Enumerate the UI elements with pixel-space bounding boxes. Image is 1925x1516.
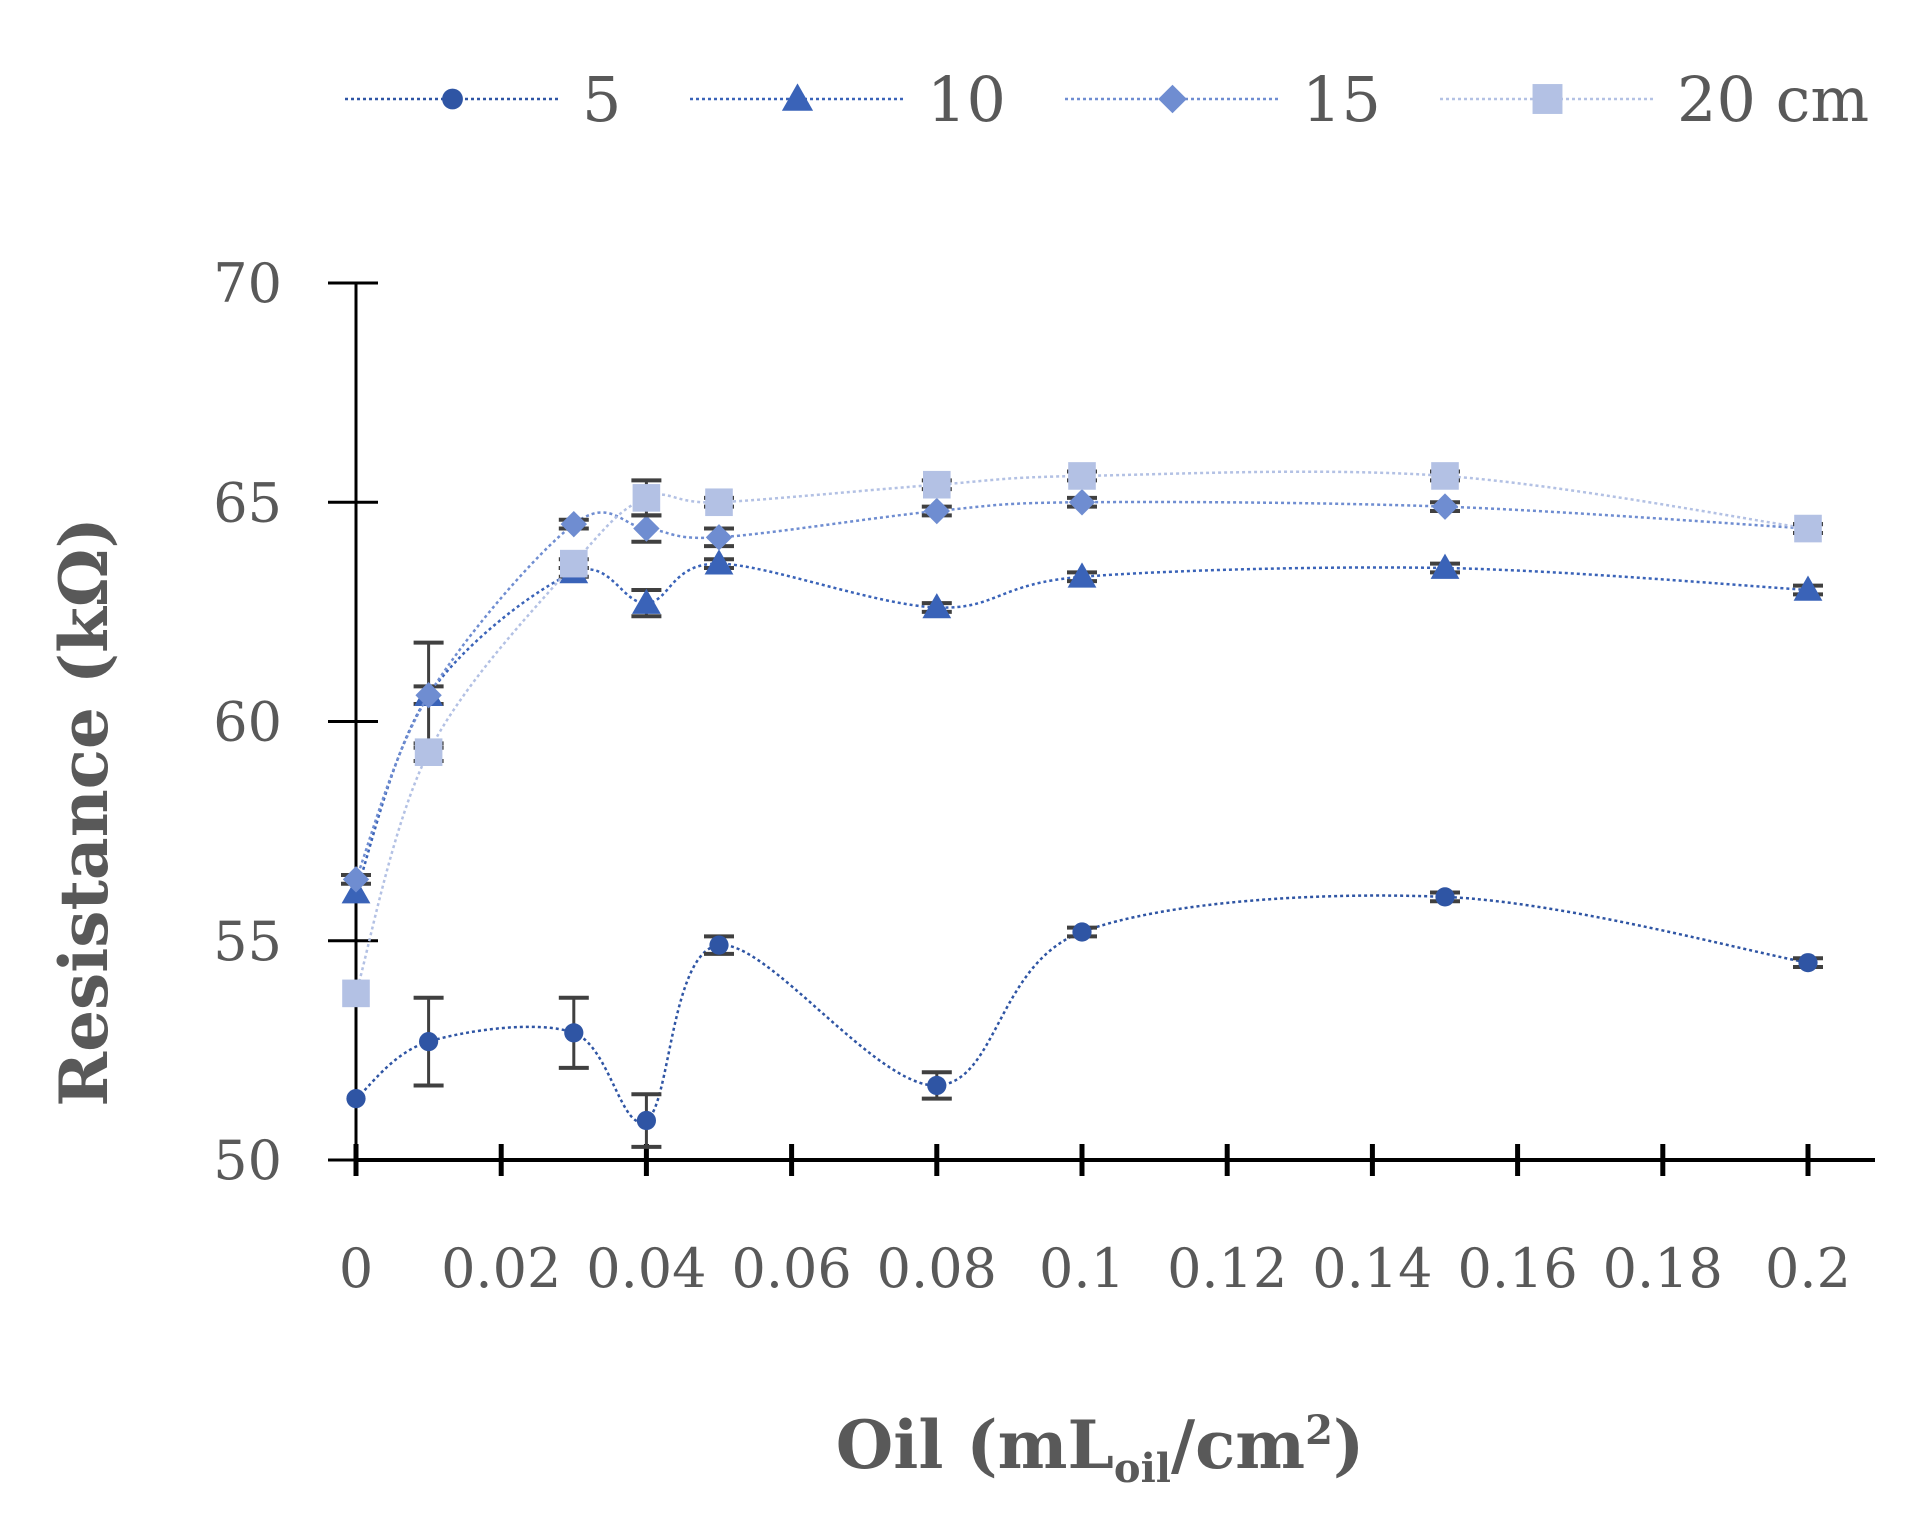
data-point bbox=[1798, 953, 1818, 973]
data-point bbox=[927, 1075, 947, 1096]
y-tick-label: 65 bbox=[213, 471, 282, 534]
data-point bbox=[342, 866, 370, 893]
data-point bbox=[415, 681, 442, 709]
data-point bbox=[1431, 462, 1459, 490]
y-axis-title: Resistance (kΩ) bbox=[45, 517, 123, 1107]
x-tick-label: 0.16 bbox=[1457, 1237, 1577, 1300]
series-4 bbox=[342, 462, 1823, 1008]
data-point bbox=[632, 484, 661, 512]
legend-marker-series-3 bbox=[1158, 84, 1187, 114]
x-tick-label: 0.1 bbox=[1039, 1237, 1125, 1300]
data-point bbox=[923, 470, 951, 499]
x-tick-label: 0.2 bbox=[1765, 1237, 1851, 1300]
x-tick-label: 0.18 bbox=[1603, 1237, 1723, 1300]
data-point bbox=[1068, 489, 1096, 516]
legend-marker-series-4 bbox=[1532, 84, 1563, 114]
data-point bbox=[1067, 562, 1097, 588]
data-point bbox=[705, 488, 733, 517]
axes: 50 55 60 65 70 0 0.02 0.04 0.06 0.08 0.1 0.12 0.14 0.… bbox=[213, 252, 1875, 1300]
data-point bbox=[1072, 922, 1092, 942]
x-tick-label: 0.12 bbox=[1167, 1237, 1287, 1300]
series-2 bbox=[341, 549, 1823, 904]
series-line-2 bbox=[354, 562, 1809, 893]
data-point bbox=[419, 1032, 439, 1052]
legend: 5 10 15 20 cm bbox=[345, 63, 1869, 136]
data-point bbox=[632, 588, 661, 614]
legend-label-series-3: 15 bbox=[1302, 63, 1381, 136]
data-point bbox=[923, 497, 950, 525]
data-point bbox=[560, 510, 587, 538]
y-tick-label: 50 bbox=[213, 1129, 282, 1192]
data-point bbox=[564, 1023, 584, 1043]
plot-area bbox=[341, 462, 1823, 1149]
x-tick-label: 0.04 bbox=[586, 1237, 706, 1300]
legend-label-series-2: 10 bbox=[927, 63, 1006, 136]
legend-label-series-4: 20 cm bbox=[1677, 63, 1869, 136]
x-axis-title: Oil (mLoil/cm2) bbox=[836, 1406, 1364, 1492]
data-point bbox=[1435, 887, 1455, 907]
data-point bbox=[346, 1089, 366, 1109]
legend-label-series-1: 5 bbox=[582, 63, 621, 136]
data-point bbox=[922, 593, 952, 619]
data-point bbox=[1431, 493, 1459, 520]
series-line-1 bbox=[355, 894, 1809, 1124]
x-tick-label: 0.14 bbox=[1312, 1237, 1432, 1300]
series-1 bbox=[346, 887, 1823, 1149]
data-point bbox=[709, 935, 729, 955]
data-point bbox=[1068, 462, 1096, 490]
series-3 bbox=[341, 489, 1823, 893]
data-point bbox=[414, 738, 443, 766]
legend-item-series-4: 20 cm bbox=[1440, 63, 1869, 136]
y-tick-label: 70 bbox=[213, 252, 282, 315]
y-tick-label: 55 bbox=[213, 910, 282, 973]
x-tick-label: 0 bbox=[339, 1237, 373, 1300]
data-point bbox=[705, 524, 733, 551]
legend-marker-series-1 bbox=[442, 88, 463, 110]
legend-marker-series-2 bbox=[781, 83, 814, 111]
legend-item-series-3: 15 bbox=[1065, 63, 1381, 136]
data-point bbox=[560, 549, 588, 578]
data-point bbox=[342, 979, 370, 1008]
data-point bbox=[704, 549, 734, 575]
y-tick-label: 60 bbox=[213, 691, 282, 754]
legend-item-series-2: 10 bbox=[690, 63, 1006, 136]
x-tick-label: 0.02 bbox=[441, 1237, 561, 1300]
data-point bbox=[1793, 575, 1823, 601]
x-tick-label: 0.08 bbox=[877, 1237, 997, 1300]
data-point bbox=[633, 515, 660, 542]
legend-item-series-1: 5 bbox=[345, 63, 621, 136]
data-point bbox=[1430, 553, 1460, 579]
data-point bbox=[636, 1110, 657, 1131]
data-point bbox=[1794, 514, 1822, 543]
x-tick-label: 0.06 bbox=[731, 1237, 851, 1300]
